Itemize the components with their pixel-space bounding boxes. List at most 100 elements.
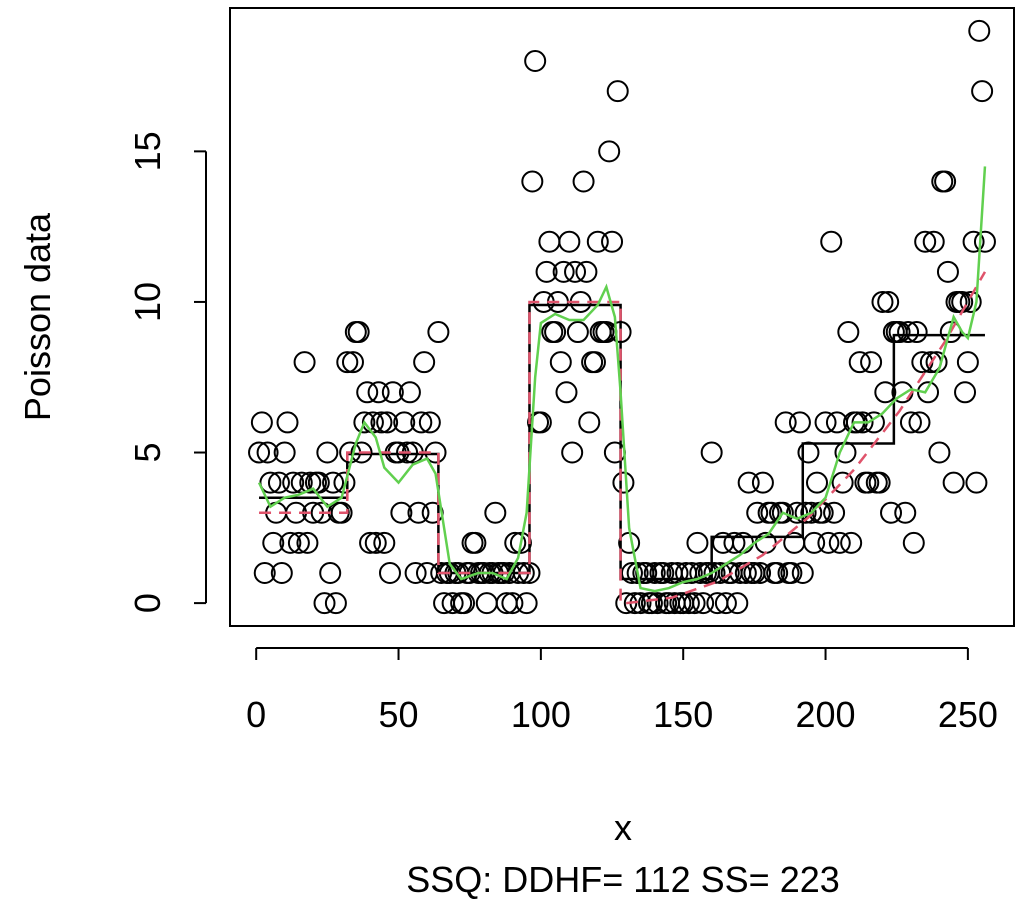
point xyxy=(936,260,959,283)
point xyxy=(851,411,874,434)
point xyxy=(598,140,621,163)
point xyxy=(786,501,809,524)
point xyxy=(965,471,988,494)
point xyxy=(356,381,379,404)
point xyxy=(734,561,757,584)
point xyxy=(350,441,373,464)
x-tick-label: 150 xyxy=(653,694,713,735)
point xyxy=(427,321,450,344)
point xyxy=(820,230,843,253)
point xyxy=(902,531,925,554)
point xyxy=(618,531,641,554)
point xyxy=(840,531,863,554)
point xyxy=(928,441,951,464)
point xyxy=(723,531,746,554)
point xyxy=(746,501,769,524)
point xyxy=(737,471,760,494)
point xyxy=(270,561,293,584)
point xyxy=(373,531,396,554)
point xyxy=(293,351,316,374)
point xyxy=(299,471,322,494)
point xyxy=(509,531,532,554)
point xyxy=(521,170,544,193)
point xyxy=(635,561,658,584)
y-tick-label: 15 xyxy=(127,131,168,171)
point xyxy=(680,561,703,584)
point xyxy=(253,561,276,584)
point xyxy=(706,592,729,615)
subtitle: SSQ: DDHF= 112 SS= 223 xyxy=(406,859,840,900)
point xyxy=(817,531,840,554)
point xyxy=(803,531,826,554)
point xyxy=(692,592,715,615)
point xyxy=(877,290,900,313)
point xyxy=(538,230,561,253)
point xyxy=(860,351,883,374)
point xyxy=(313,592,336,615)
point xyxy=(806,471,829,494)
point xyxy=(381,381,404,404)
point xyxy=(273,441,296,464)
plot-box xyxy=(229,7,1015,627)
x-tick-label: 50 xyxy=(379,694,419,735)
y-axis-label: Poisson data xyxy=(17,212,58,421)
point xyxy=(410,411,433,434)
point xyxy=(307,471,330,494)
point xyxy=(572,170,595,193)
point xyxy=(700,441,723,464)
point xyxy=(962,230,985,253)
point xyxy=(880,501,903,524)
point xyxy=(677,592,700,615)
point xyxy=(407,501,430,524)
point xyxy=(276,411,299,434)
point xyxy=(797,441,820,464)
x-tick-label: 250 xyxy=(938,694,998,735)
point xyxy=(267,471,290,494)
point xyxy=(561,441,584,464)
point xyxy=(398,381,421,404)
x-tick-label: 200 xyxy=(796,694,856,735)
point xyxy=(814,411,837,434)
point xyxy=(390,501,413,524)
y-tick-label: 5 xyxy=(127,443,168,463)
point xyxy=(319,561,342,584)
line xyxy=(257,166,987,593)
point xyxy=(971,80,994,103)
line xyxy=(259,271,987,605)
point xyxy=(475,592,498,615)
point xyxy=(353,411,376,434)
point xyxy=(586,230,609,253)
point xyxy=(899,411,922,434)
point xyxy=(336,351,359,374)
point xyxy=(359,531,382,554)
point xyxy=(714,592,737,615)
x-tick-label: 100 xyxy=(511,694,571,735)
point xyxy=(404,561,427,584)
point xyxy=(501,592,524,615)
point xyxy=(413,351,436,374)
point xyxy=(766,561,789,584)
point xyxy=(316,441,339,464)
point xyxy=(774,411,797,434)
point xyxy=(524,50,547,73)
point xyxy=(535,260,558,283)
point xyxy=(333,471,356,494)
point xyxy=(606,80,629,103)
point xyxy=(780,561,803,584)
x-tick-label: 0 xyxy=(246,694,266,735)
point xyxy=(897,321,920,344)
point xyxy=(418,411,441,434)
point xyxy=(652,561,675,584)
point xyxy=(749,561,772,584)
point xyxy=(800,501,823,524)
point xyxy=(330,501,353,524)
point xyxy=(575,260,598,283)
point xyxy=(917,381,940,404)
point xyxy=(370,411,393,434)
point xyxy=(686,531,709,554)
point xyxy=(364,531,387,554)
point xyxy=(341,351,364,374)
point xyxy=(256,441,279,464)
point xyxy=(620,561,643,584)
point xyxy=(914,230,937,253)
